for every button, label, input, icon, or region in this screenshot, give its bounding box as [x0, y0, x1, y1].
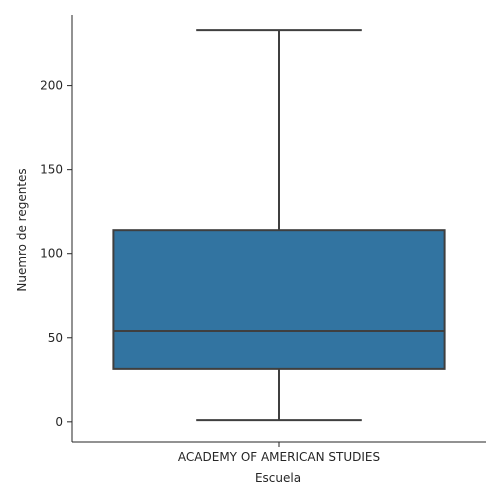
- y-axis-label: Nuemro de regentes: [15, 168, 29, 291]
- box-0: [112, 29, 446, 422]
- iqr-box: [112, 229, 446, 370]
- plot-area: [112, 29, 446, 422]
- y-tick-label-100: 100: [40, 247, 63, 261]
- x-axis-label: Escuela: [255, 471, 301, 485]
- y-tick-label-0: 0: [55, 415, 63, 429]
- x-axis-ticks: ACADEMY OF AMERICAN STUDIES: [178, 442, 380, 464]
- y-tick-label-150: 150: [40, 163, 63, 177]
- y-tick-label-200: 200: [40, 79, 63, 93]
- y-tick-label-50: 50: [48, 331, 63, 345]
- y-axis-ticks: 0 50 100 150 200: [40, 79, 72, 429]
- x-tick-label-0: ACADEMY OF AMERICAN STUDIES: [178, 450, 380, 464]
